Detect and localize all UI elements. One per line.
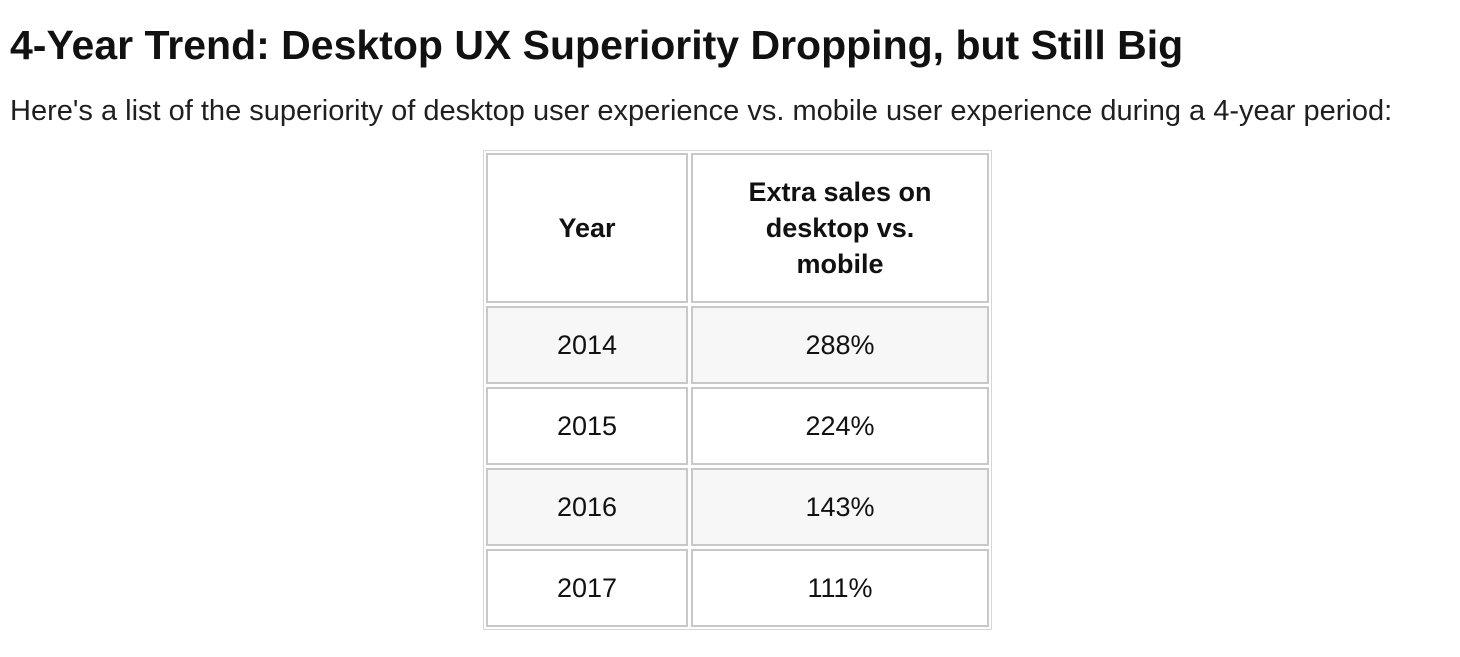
table-row: 2015 224% (486, 387, 989, 465)
year-cell: 2016 (486, 468, 688, 546)
data-table: Year Extra sales on desktop vs. mobile 2… (483, 150, 992, 630)
extra-sales-cell: 143% (691, 468, 989, 546)
intro-paragraph: Here's a list of the superiority of desk… (10, 95, 1393, 127)
extra-sales-cell: 288% (691, 306, 989, 384)
header-extra-sales-label: Extra sales on desktop vs. mobile (748, 177, 932, 279)
sales-comparison-table: Year Extra sales on desktop vs. mobile 2… (483, 150, 992, 630)
year-cell: 2014 (486, 306, 688, 384)
year-cell: 2015 (486, 387, 688, 465)
table-header-row: Year Extra sales on desktop vs. mobile (486, 153, 989, 303)
table-row: 2017 111% (486, 549, 989, 627)
header-extra-sales: Extra sales on desktop vs. mobile (691, 153, 989, 303)
extra-sales-cell: 224% (691, 387, 989, 465)
table-row: 2016 143% (486, 468, 989, 546)
extra-sales-cell: 111% (691, 549, 989, 627)
table-row: 2014 288% (486, 306, 989, 384)
year-cell: 2017 (486, 549, 688, 627)
header-year: Year (486, 153, 688, 303)
page-title: 4-Year Trend: Desktop UX Superiority Dro… (10, 22, 1184, 68)
